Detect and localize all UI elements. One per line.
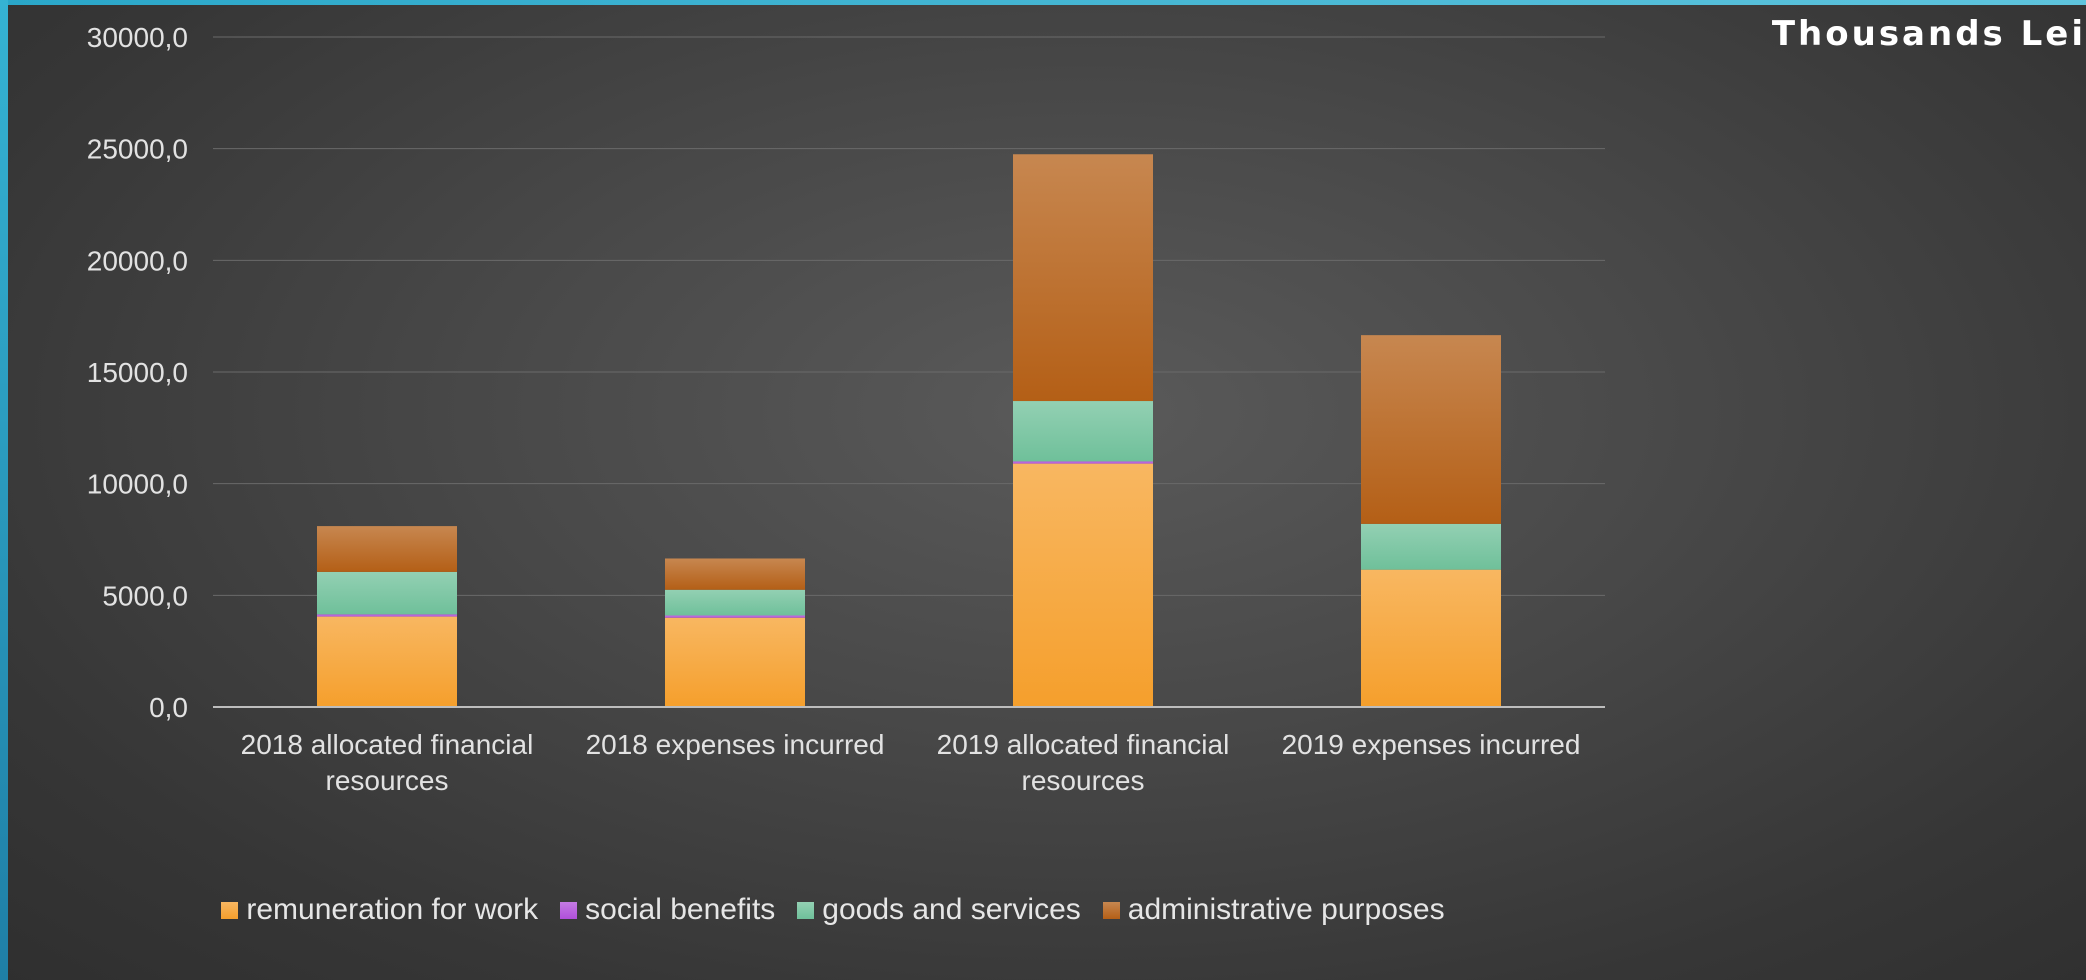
y-tick-label: 30000,0 <box>87 22 188 53</box>
bar-segment-remuneration-for-work <box>1361 570 1501 707</box>
bar-segment-administrative-purposes <box>1361 335 1501 524</box>
legend-label: administrative purposes <box>1128 893 1445 927</box>
legend-swatch <box>560 902 577 919</box>
legend: remuneration for work social benefits good… <box>0 893 1666 927</box>
x-category-label: 2019 expenses incurred <box>1282 729 1581 760</box>
bar-segment-administrative-purposes <box>317 526 457 572</box>
legend-swatch <box>221 902 238 919</box>
legend-swatch <box>797 902 814 919</box>
legend-item: goods and services <box>797 893 1081 927</box>
bar-segment-administrative-purposes <box>665 558 805 589</box>
legend-item: remuneration for work <box>221 893 538 927</box>
x-category-label: 2019 allocated financial resources <box>937 729 1230 796</box>
bar-segment-goods-and-services <box>1013 401 1153 461</box>
x-category-label: 2018 allocated financial resources <box>241 729 534 796</box>
x-category-label: 2018 expenses incurred <box>586 729 885 760</box>
stacked-bar-chart: 0,0 5000,0 10000,0 15000,0 20000,0 25000,0 300… <box>0 0 2086 860</box>
legend-swatch <box>1103 902 1120 919</box>
y-axis: 0,0 5000,0 10000,0 15000,0 20000,0 25000,0 300… <box>87 22 188 723</box>
y-tick-label: 10000,0 <box>87 469 188 500</box>
legend-label: remuneration for work <box>246 893 538 927</box>
bar-segment-administrative-purposes <box>1013 154 1153 401</box>
bar-segment-goods-and-services <box>317 572 457 614</box>
bar-segment-social-benefits <box>665 615 805 617</box>
bar-segment-goods-and-services <box>665 590 805 616</box>
bar-segment-social-benefits <box>317 614 457 616</box>
bar-segment-remuneration-for-work <box>317 617 457 707</box>
bar-segment-goods-and-services <box>1361 524 1501 570</box>
bar-segment-remuneration-for-work <box>1013 464 1153 707</box>
y-tick-label: 0,0 <box>149 692 188 723</box>
legend-item: administrative purposes <box>1103 893 1445 927</box>
bar-segment-social-benefits <box>1013 461 1153 463</box>
y-tick-label: 5000,0 <box>102 580 188 611</box>
bars <box>317 154 1501 707</box>
x-axis: 2018 allocated financial resources 2018 ex… <box>213 707 1605 796</box>
legend-item: social benefits <box>560 893 775 927</box>
y-tick-label: 15000,0 <box>87 357 188 388</box>
legend-label: goods and services <box>822 893 1081 927</box>
y-tick-label: 25000,0 <box>87 134 188 165</box>
legend-label: social benefits <box>585 893 775 927</box>
y-tick-label: 20000,0 <box>87 245 188 276</box>
bar-segment-remuneration-for-work <box>665 618 805 707</box>
